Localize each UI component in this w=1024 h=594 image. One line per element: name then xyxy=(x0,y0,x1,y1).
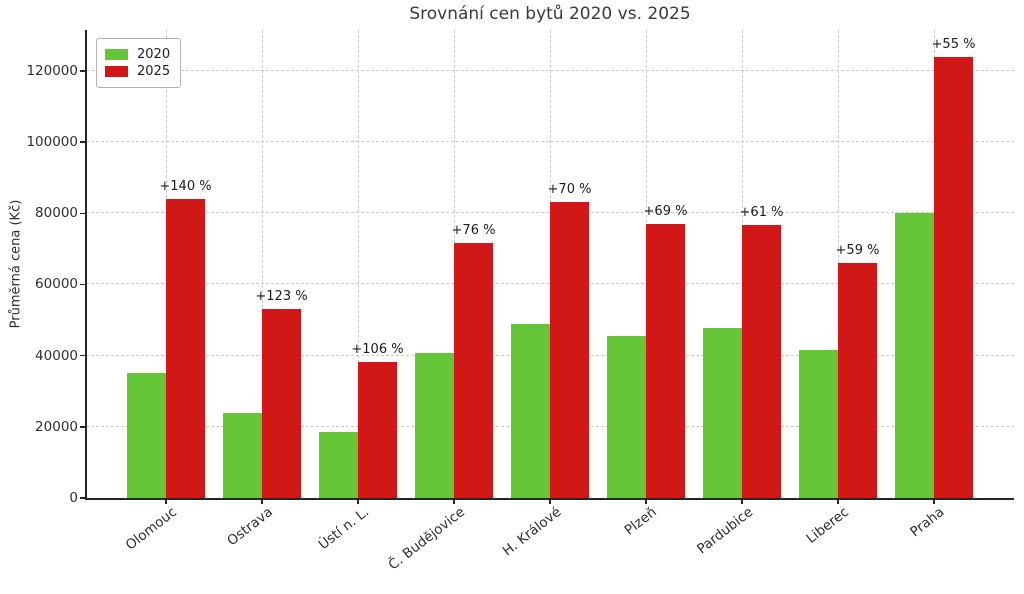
bar-2025-7 xyxy=(838,263,877,498)
pct-increase-label: +76 % xyxy=(451,222,496,238)
bar-2025-0 xyxy=(166,199,205,498)
y-tick-mark xyxy=(80,141,85,143)
pct-increase-label: +69 % xyxy=(643,203,688,219)
vertical-gridline xyxy=(262,30,263,498)
y-tick-mark xyxy=(80,70,85,72)
x-tick-mark xyxy=(837,499,839,504)
y-tick-label: 40000 xyxy=(35,347,78,364)
y-tick-label: 100000 xyxy=(26,134,78,151)
x-tick-label: Praha xyxy=(907,504,948,541)
bar-2020-1 xyxy=(223,413,262,498)
x-tick-label: Pardubice xyxy=(693,504,756,558)
x-tick-label: Č. Budějovice xyxy=(385,504,468,574)
x-tick-mark xyxy=(165,499,167,504)
pct-increase-label: +70 % xyxy=(547,181,592,197)
x-tick-mark xyxy=(741,499,743,504)
pct-increase-label: +61 % xyxy=(739,204,784,220)
x-tick-label: Plzeň xyxy=(621,504,660,539)
y-tick-mark xyxy=(80,426,85,428)
x-tick-label: Olomouc xyxy=(122,504,180,554)
y-tick-mark xyxy=(80,354,85,357)
bar-2025-2 xyxy=(358,362,397,498)
chart-title: Srovnání cen bytů 2020 vs. 2025 xyxy=(409,4,691,24)
bar-2020-6 xyxy=(703,328,742,498)
bar-2025-3 xyxy=(454,242,493,498)
legend-label-2020: 2020 xyxy=(137,47,171,62)
y-tick-label: 60000 xyxy=(35,276,78,293)
x-tick-mark xyxy=(645,499,647,504)
legend-swatch-2025 xyxy=(105,66,128,77)
x-axis-spine xyxy=(85,498,1014,500)
x-tick-label: Ostrava xyxy=(224,504,276,550)
bar-2020-3 xyxy=(415,353,454,498)
legend-row-2025: 2025 xyxy=(105,64,170,79)
bar-2020-2 xyxy=(319,432,358,498)
pct-increase-label: +55 % xyxy=(931,36,976,52)
legend: 2020 2025 xyxy=(96,38,182,88)
x-tick-label: H. Králové xyxy=(499,504,564,560)
legend-row-2020: 2020 xyxy=(105,47,170,62)
x-tick-label: Liberec xyxy=(803,504,852,547)
x-tick-mark xyxy=(453,499,455,504)
pct-increase-label: +123 % xyxy=(255,289,308,305)
legend-label-2025: 2025 xyxy=(137,64,171,79)
bar-2020-0 xyxy=(127,373,166,498)
y-tick-label: 80000 xyxy=(35,205,78,222)
y-tick-label: 0 xyxy=(69,490,78,506)
x-tick-mark xyxy=(261,499,263,504)
pct-increase-label: +59 % xyxy=(835,243,880,259)
x-tick-mark xyxy=(357,499,359,504)
pct-increase-label: +140 % xyxy=(159,179,212,195)
y-tick-label: 20000 xyxy=(35,418,78,435)
y-tick-mark xyxy=(80,497,85,499)
bar-2020-5 xyxy=(607,335,646,498)
y-tick-mark xyxy=(80,283,85,286)
bar-2020-4 xyxy=(511,323,550,498)
vertical-gridline xyxy=(358,30,359,498)
bar-2025-1 xyxy=(262,309,301,498)
x-tick-mark xyxy=(933,499,935,504)
bar-2025-5 xyxy=(646,223,685,498)
plot-area: 2020 2025 +140 % +123 % +106 % +76 % +70 % +69… xyxy=(86,30,1014,498)
bar-2025-8 xyxy=(934,56,973,498)
bar-2025-6 xyxy=(742,224,781,498)
y-tick-mark xyxy=(80,212,85,214)
bar-2025-4 xyxy=(550,201,589,498)
x-tick-label: Ústí n. L. xyxy=(315,504,372,554)
bar-2020-7 xyxy=(799,350,838,498)
y-tick-label: 120000 xyxy=(26,62,78,79)
bar-2020-8 xyxy=(895,213,934,498)
pct-increase-label: +106 % xyxy=(351,342,404,358)
x-tick-mark xyxy=(549,499,551,504)
legend-swatch-2020 xyxy=(105,49,128,60)
y-axis-spine xyxy=(85,30,87,500)
